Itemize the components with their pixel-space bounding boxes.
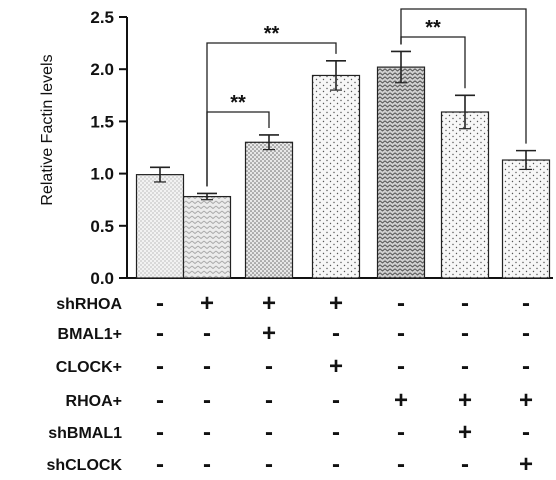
condition-sign: -	[203, 320, 211, 347]
y-tick-label: 1.0	[90, 165, 114, 184]
condition-sign: +	[519, 387, 533, 414]
bar	[311, 74, 361, 279]
condition-sign: -	[203, 387, 211, 414]
condition-sign: -	[265, 419, 273, 446]
y-tick-label: 2.5	[90, 8, 114, 27]
condition-sign: -	[156, 320, 164, 347]
condition-sign: -	[461, 290, 469, 317]
condition-sign: -	[156, 451, 164, 478]
condition-sign: +	[200, 290, 214, 317]
condition-sign: +	[394, 387, 408, 414]
y-axis-title: Relative Factin levels	[39, 54, 56, 205]
condition-label: shRHOA	[56, 296, 122, 313]
condition-sign: -	[522, 419, 530, 446]
condition-sign: -	[522, 320, 530, 347]
bar	[501, 159, 551, 279]
condition-sign: -	[332, 419, 340, 446]
condition-sign: +	[329, 353, 343, 380]
condition-sign: -	[203, 451, 211, 478]
condition-sign: +	[458, 387, 472, 414]
condition-label: RHOA+	[66, 393, 122, 410]
significance-bracket	[206, 42, 337, 187]
condition-sign: -	[332, 451, 340, 478]
condition-label: BMAL1+	[58, 326, 122, 343]
condition-sign: +	[519, 451, 533, 478]
condition-sign: -	[156, 290, 164, 317]
significance-label: **	[425, 17, 441, 39]
condition-label: shCLOCK	[46, 457, 122, 474]
significance-bracket	[400, 8, 527, 144]
significance-brackets: ** ** ** **	[206, 0, 527, 187]
y-tick-label: 1.5	[90, 112, 114, 131]
bar	[440, 111, 490, 279]
condition-sign: +	[262, 320, 276, 347]
error-bars	[150, 50, 536, 201]
condition-sign: -	[461, 320, 469, 347]
significance-label: **	[230, 92, 246, 114]
condition-sign: -	[397, 419, 405, 446]
bars	[135, 66, 551, 279]
significance-label: **	[456, 0, 472, 11]
condition-sign: -	[156, 353, 164, 380]
condition-sign: -	[461, 451, 469, 478]
condition-sign: -	[203, 419, 211, 446]
condition-sign: -	[522, 353, 530, 380]
y-axis-ticks: 0.0 0.5 1.0 1.5 2.0 2.5	[90, 8, 127, 288]
y-tick-label: 2.0	[90, 60, 114, 79]
bar	[244, 141, 294, 279]
bar	[376, 66, 426, 279]
condition-sign: -	[156, 387, 164, 414]
condition-table: shRHOA - + + + - - - BMAL1+ - - + - - - - CLOCK+ - - - + - - - R…	[46, 290, 533, 478]
bar	[135, 174, 185, 279]
condition-sign: -	[461, 353, 469, 380]
condition-sign: -	[522, 290, 530, 317]
condition-sign: -	[265, 353, 273, 380]
significance-label: **	[264, 23, 280, 45]
condition-sign: -	[265, 387, 273, 414]
y-tick-label: 0.5	[90, 217, 114, 236]
condition-sign: -	[156, 419, 164, 446]
condition-sign: +	[458, 419, 472, 446]
y-tick-label: 0.0	[90, 269, 114, 288]
condition-sign: -	[397, 353, 405, 380]
condition-sign: -	[397, 451, 405, 478]
condition-label: CLOCK+	[56, 359, 122, 376]
condition-label: shBMAL1	[48, 425, 122, 442]
condition-sign: +	[329, 290, 343, 317]
condition-sign: -	[332, 320, 340, 347]
condition-sign: -	[203, 353, 211, 380]
bar	[182, 195, 232, 279]
condition-sign: +	[262, 290, 276, 317]
condition-sign: -	[397, 290, 405, 317]
condition-sign: -	[265, 451, 273, 478]
condition-sign: -	[332, 387, 340, 414]
condition-sign: -	[397, 320, 405, 347]
